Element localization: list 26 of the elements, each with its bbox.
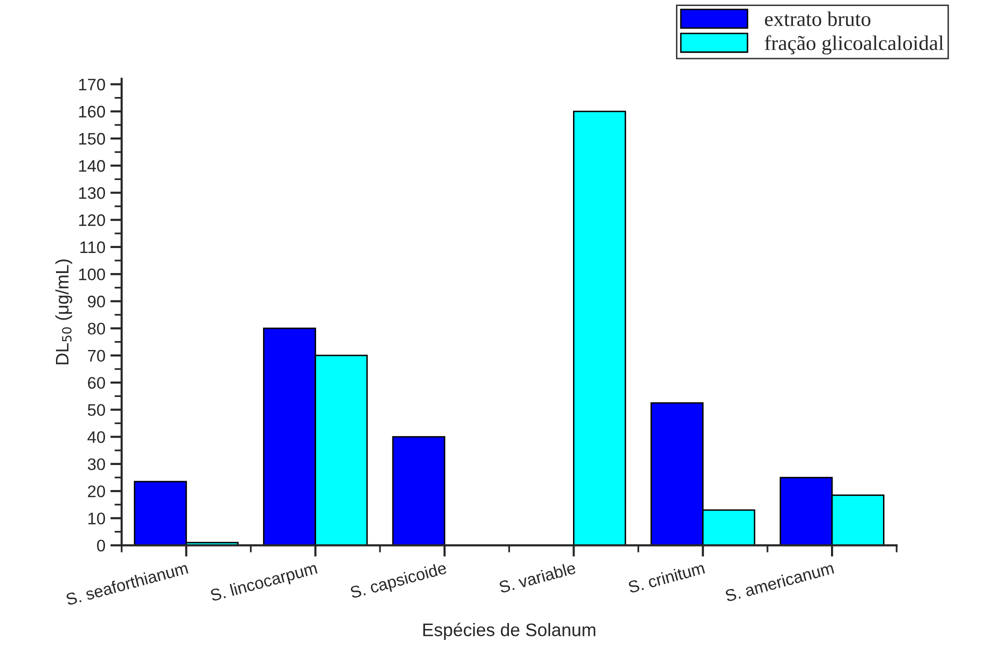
y-tick-label: 100 <box>79 268 106 280</box>
y-tick-label: 40 <box>88 431 106 444</box>
y-tick-label: 0 <box>97 540 106 552</box>
y-tick-label: 110 <box>80 241 106 254</box>
y-tick-label: 30 <box>88 458 106 470</box>
legend-label: extrato bruto <box>764 11 870 26</box>
y-tick-label: 130 <box>79 187 106 199</box>
y-tick-label: 170 <box>79 78 106 90</box>
x-tick-label: S. crinitum <box>628 562 705 594</box>
bar <box>392 436 446 546</box>
y-axis-title: DL$_{50}$ (μg/mL) <box>55 259 72 364</box>
y-tick-label: 120 <box>79 214 106 226</box>
y-tick-label: 60 <box>88 376 106 389</box>
y-tick-label: 150 <box>79 132 106 145</box>
y-tick-label: 80 <box>88 322 106 335</box>
y-tick-label: 90 <box>88 296 106 308</box>
y-tick-label: 20 <box>88 485 106 498</box>
y-tick-label: 140 <box>79 160 106 172</box>
y-tick-label: 160 <box>79 106 106 118</box>
x-tick-label: S. variable <box>498 561 576 594</box>
bar <box>573 110 626 546</box>
legend-label: fração glicoalcaloidal <box>764 35 944 54</box>
x-axis-title: Espécies de Solanum <box>423 622 596 640</box>
y-tick-label: 50 <box>88 404 106 416</box>
y-tick-label: 70 <box>88 350 106 362</box>
y-tick-label: 10 <box>88 512 106 524</box>
